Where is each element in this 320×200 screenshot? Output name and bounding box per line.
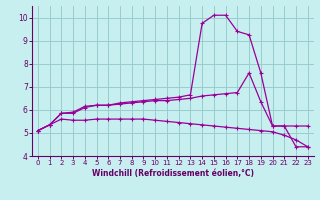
X-axis label: Windchill (Refroidissement éolien,°C): Windchill (Refroidissement éolien,°C) <box>92 169 254 178</box>
